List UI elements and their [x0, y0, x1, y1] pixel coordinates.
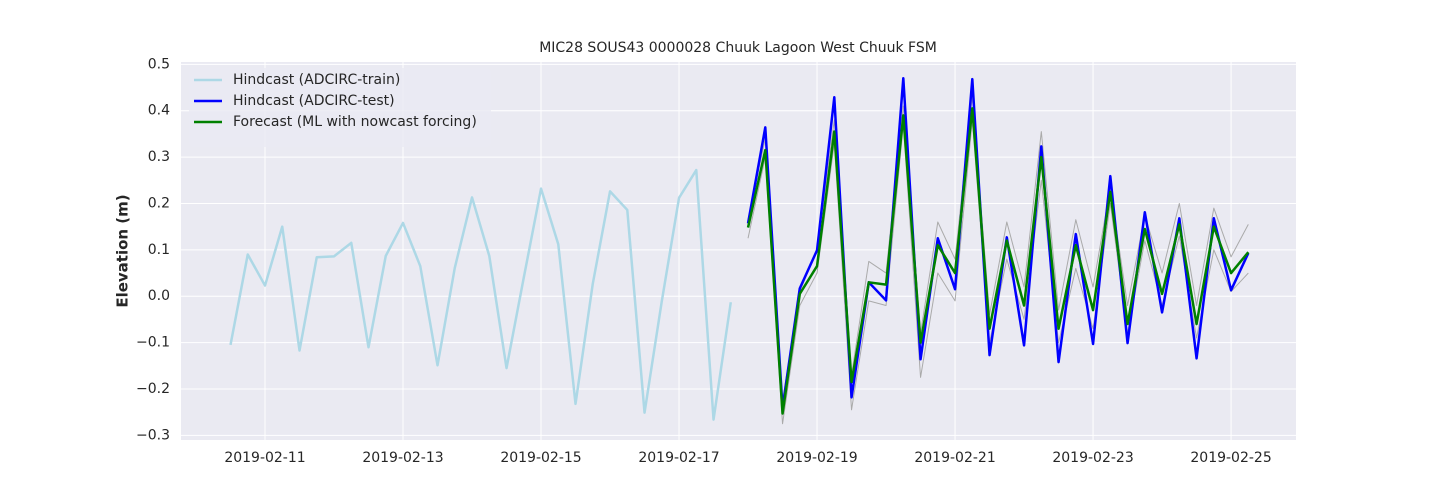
series-line	[229, 168, 733, 421]
x-tick-label: 2019-02-11	[224, 450, 305, 466]
y-tick-label: −0.1	[136, 335, 170, 351]
series-line	[746, 76, 1250, 410]
series-line	[747, 96, 1249, 402]
y-tick-label: 0.5	[148, 56, 170, 72]
y-tick-label: −0.3	[136, 427, 170, 443]
series-line	[746, 107, 1250, 415]
y-tick-label: 0.1	[148, 242, 170, 258]
x-tick-label: 2019-02-15	[500, 450, 581, 466]
legend-label: Hindcast (ADCIRC-test)	[233, 93, 395, 109]
legend-label: Forecast (ML with nowcast forcing)	[233, 114, 477, 130]
x-tick-label: 2019-02-19	[776, 450, 857, 466]
y-tick-label: 0.3	[148, 149, 170, 165]
chart-title: MIC28 SOUS43 0000028 Chuuk Lagoon West C…	[539, 40, 937, 56]
y-tick-label: 0.4	[148, 103, 170, 119]
legend-box	[189, 68, 491, 147]
x-tick-label: 2019-02-25	[1190, 450, 1271, 466]
y-axis-label: Elevation (m)	[114, 194, 132, 307]
y-tick-label: 0.2	[148, 195, 170, 211]
x-tick-label: 2019-02-17	[638, 450, 719, 466]
y-tick-label: −0.2	[136, 381, 170, 397]
x-tick-label: 2019-02-23	[1052, 450, 1133, 466]
x-tick-label: 2019-02-13	[362, 450, 443, 466]
x-tick-label: 2019-02-21	[914, 450, 995, 466]
legend-label: Hindcast (ADCIRC-train)	[233, 72, 400, 88]
y-tick-label: 0.0	[148, 288, 170, 304]
